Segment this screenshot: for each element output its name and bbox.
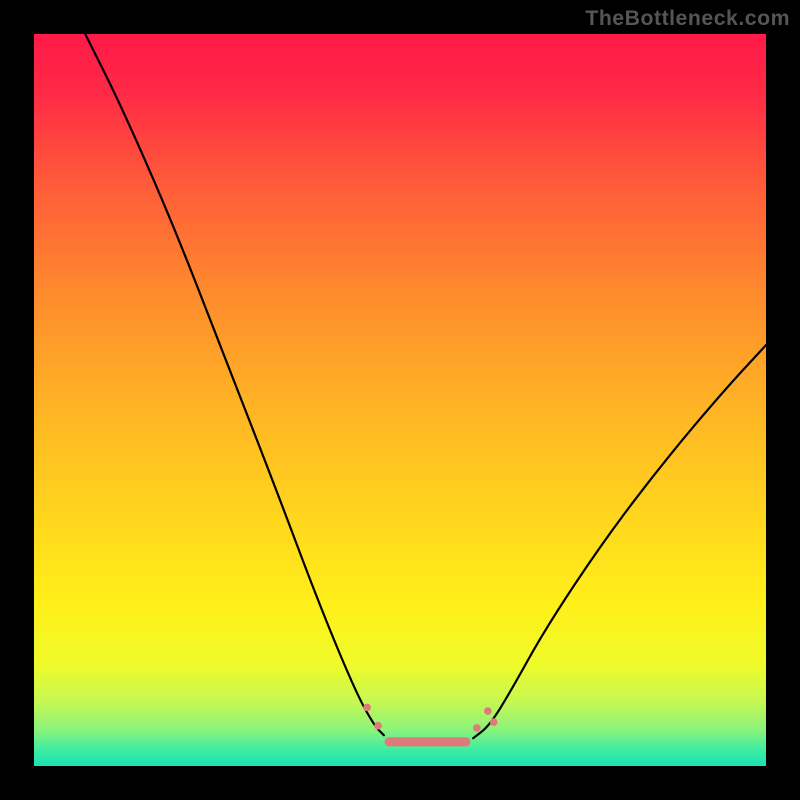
curve-left	[85, 34, 384, 735]
optimal-range-marker	[363, 704, 371, 712]
plot-area	[34, 34, 766, 766]
optimal-range-marker	[490, 718, 498, 726]
bottleneck-curve	[34, 34, 766, 766]
optimal-range-marker	[473, 724, 481, 732]
optimal-range-marker	[461, 737, 470, 746]
optimal-range-marker	[484, 707, 492, 715]
optimal-range-marker	[374, 722, 382, 730]
watermark-text: TheBottleneck.com	[585, 6, 790, 31]
optimal-range-marker	[385, 737, 394, 746]
curve-right	[473, 345, 766, 738]
chart-container: TheBottleneck.com	[0, 0, 800, 800]
